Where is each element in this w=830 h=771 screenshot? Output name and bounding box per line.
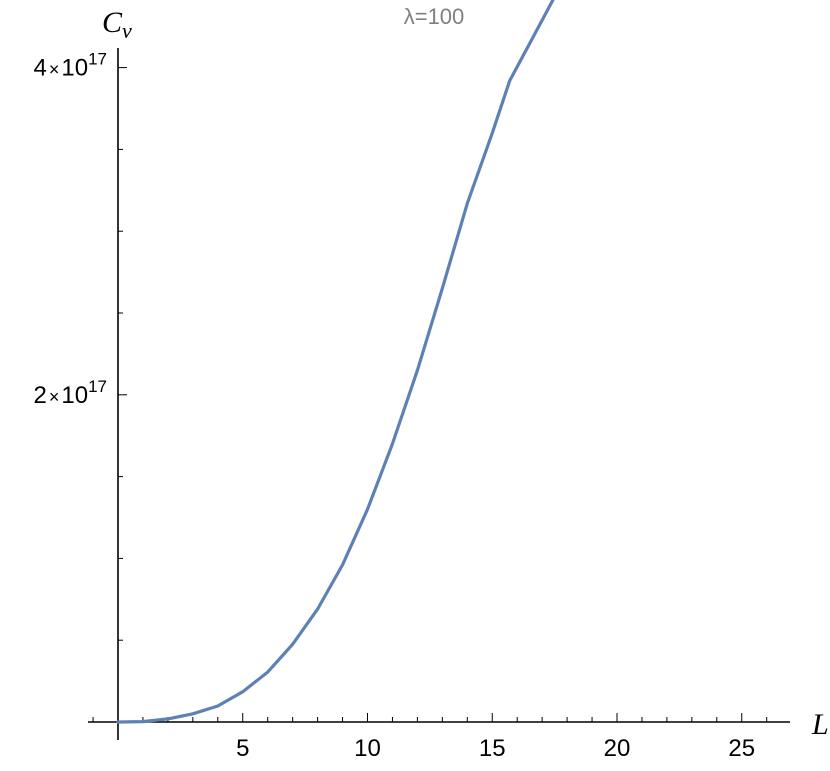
y-tick-times: ×	[49, 387, 60, 407]
x-tick-label: 20	[604, 735, 631, 762]
y-tick-times: ×	[49, 60, 60, 80]
series-layer	[116, 0, 555, 724]
y-tick-base: 10	[61, 382, 88, 409]
y-tick-base: 10	[61, 55, 88, 82]
y-axis-label-subscript: v	[122, 18, 132, 43]
y-axis-label: C	[102, 6, 123, 39]
y-tick-exponent: 17	[88, 50, 107, 69]
axes	[88, 48, 790, 740]
y-tick-exponent: 17	[88, 377, 107, 396]
chart-title-group: λ=100	[404, 4, 465, 29]
x-tick-label: 25	[728, 735, 755, 762]
y-axis-label-group: C v	[102, 6, 132, 43]
y-tick-mantissa: 4	[34, 55, 47, 82]
y-tick-label: 2 ×1017	[34, 377, 108, 409]
y-tick-label: 4 ×1017	[34, 50, 108, 82]
y-tick-mantissa: 2	[34, 382, 47, 409]
x-tick-label: 15	[479, 735, 506, 762]
chart-title: λ=100	[404, 4, 465, 29]
x-axis-label: L	[811, 708, 829, 741]
series-line	[116, 0, 555, 724]
x-tick-label: 10	[354, 735, 381, 762]
x-tick-label: 5	[236, 735, 249, 762]
